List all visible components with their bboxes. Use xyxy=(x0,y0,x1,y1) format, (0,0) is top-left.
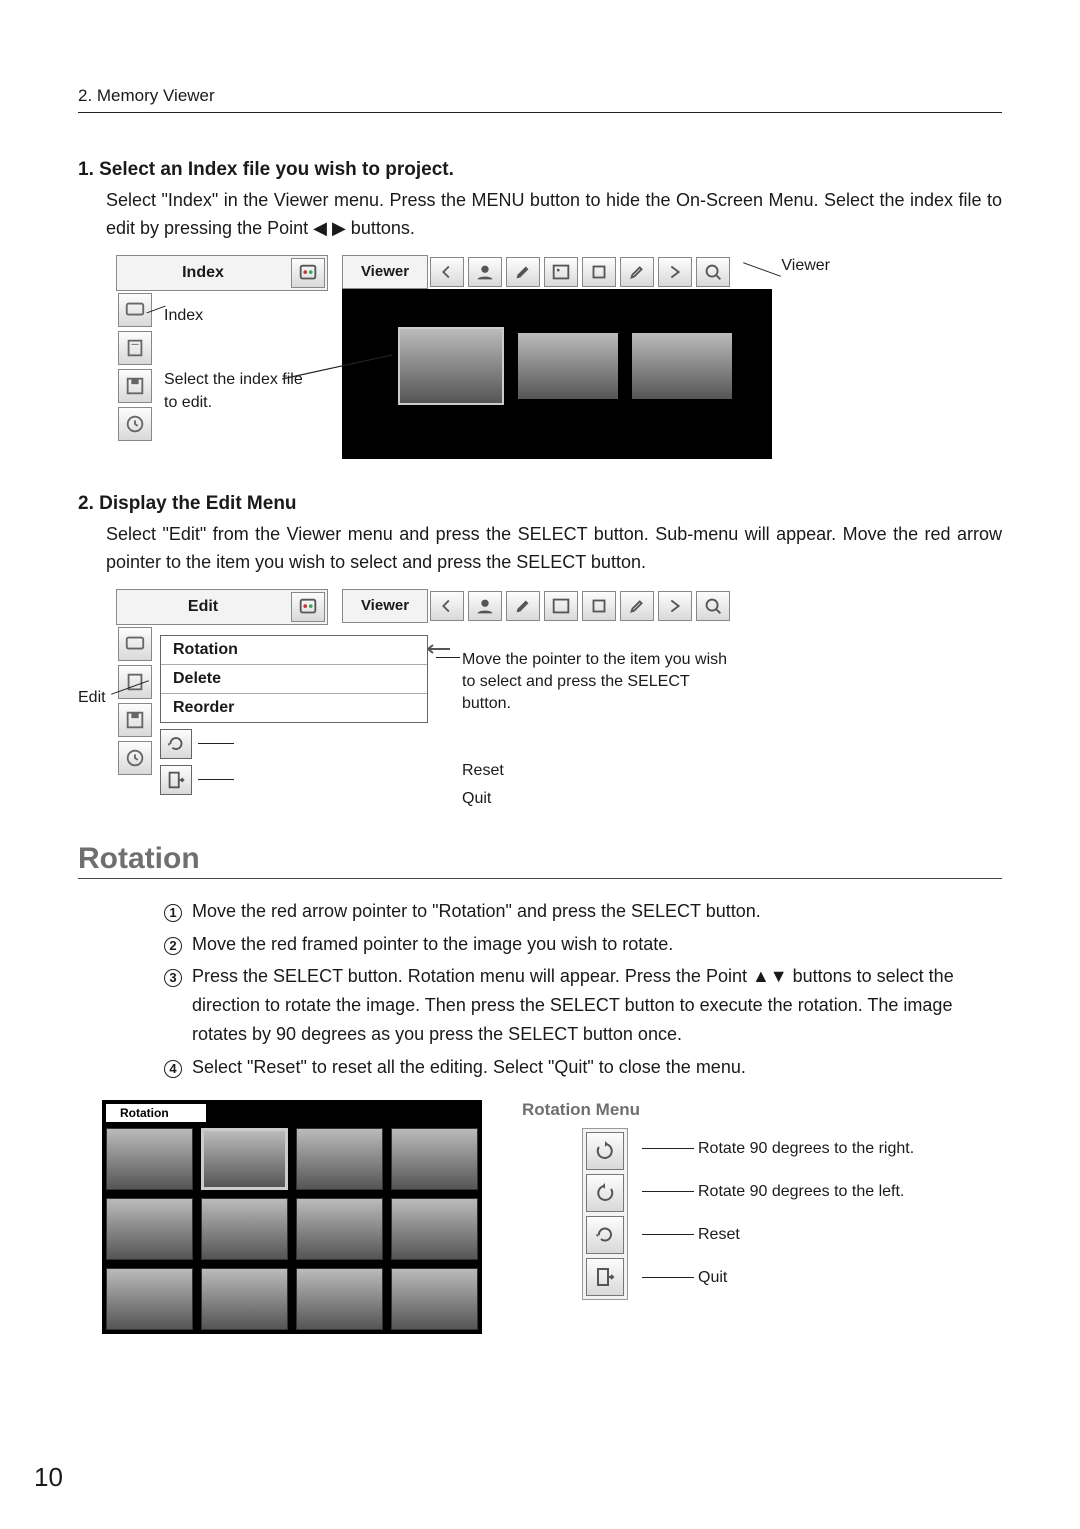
rotate-left-icon xyxy=(586,1174,624,1212)
reset-icon xyxy=(586,1216,624,1254)
zoom-icon xyxy=(696,591,730,621)
reset-icon xyxy=(160,729,192,759)
memory-card-icon-2 xyxy=(291,592,325,622)
clock-icon xyxy=(118,407,152,441)
move-pointer-callout: Move the pointer to the item you wish to… xyxy=(462,649,734,716)
zoom-icon xyxy=(696,257,730,287)
save-icon xyxy=(118,369,152,403)
monitor-icon xyxy=(118,627,152,661)
rotation-menu: Rotate 90 degrees to the right. Rotate 9… xyxy=(582,1128,1002,1300)
reset-row xyxy=(160,729,428,759)
frame-icon xyxy=(582,257,616,287)
back-icon xyxy=(430,257,464,287)
step2-body: Select "Edit" from the Viewer menu and p… xyxy=(78,521,1002,577)
reset-menu-label: Reset xyxy=(684,1224,914,1246)
image-icon xyxy=(544,591,578,621)
reset-label: Reset xyxy=(462,762,734,780)
image-icon xyxy=(544,257,578,287)
quit-icon xyxy=(160,765,192,795)
thumb xyxy=(106,1198,193,1260)
step2-figure: Edit Edit Viewer xyxy=(78,589,1002,808)
thumb-selected xyxy=(201,1128,288,1190)
memory-card-icon xyxy=(291,258,325,288)
edit-panel: Edit xyxy=(116,589,328,625)
rotation-step-3: Press the SELECT button. Rotation menu w… xyxy=(192,962,1002,1048)
pen-icon xyxy=(620,591,654,621)
index-side-icons xyxy=(116,291,154,443)
viewer-callout: Viewer xyxy=(781,257,830,275)
step1-figure: Index Index Select the xyxy=(116,255,1002,459)
edit-side-icons xyxy=(116,625,154,808)
thumb xyxy=(201,1268,288,1330)
rotation-menu-title: Rotation Menu xyxy=(522,1100,1002,1120)
brush-icon xyxy=(506,257,540,287)
edit-item-rotation: Rotation xyxy=(161,636,427,665)
viewer-strip-1 xyxy=(342,289,772,459)
document-page: 2. Memory Viewer 1. Select an Index file… xyxy=(0,0,1080,1529)
edit-panel-body: Rotation Delete Reorder xyxy=(154,625,434,808)
rotation-step-2: Move the red framed pointer to the image… xyxy=(192,930,673,959)
card-icon xyxy=(118,331,152,365)
edit-panel-title: Edit xyxy=(117,598,289,616)
viewer-label-1: Viewer xyxy=(342,255,428,289)
rotate-left-label: Rotate 90 degrees to the left. xyxy=(684,1181,914,1203)
user-icon xyxy=(468,257,502,287)
quit-menu-label: Quit xyxy=(684,1267,914,1289)
quit-row xyxy=(160,765,428,795)
pen-icon xyxy=(620,257,654,287)
rotation-step-1: Move the red arrow pointer to "Rotation"… xyxy=(192,897,761,926)
frame-icon xyxy=(582,591,616,621)
edit-callouts: Move the pointer to the item you wish to… xyxy=(434,625,734,808)
arrow-icon xyxy=(658,257,692,287)
clock-icon xyxy=(118,741,152,775)
rotation-grid: Rotation xyxy=(102,1100,482,1334)
thumb xyxy=(201,1198,288,1260)
quit-label: Quit xyxy=(462,790,734,808)
save-icon xyxy=(118,703,152,737)
index-callout: Index xyxy=(164,305,318,327)
quit-icon xyxy=(586,1258,624,1296)
rotate-right-label: Rotate 90 degrees to the right. xyxy=(684,1138,914,1160)
step1-title: 1. Select an Index file you wish to proj… xyxy=(78,159,1002,181)
rotate-right-icon xyxy=(586,1132,624,1170)
monitor-icon xyxy=(118,293,152,327)
page-number: 10 xyxy=(34,1462,63,1493)
back-icon xyxy=(430,591,464,621)
rotation-grid-header: Rotation xyxy=(106,1104,206,1122)
chapter-heading: 2. Memory Viewer xyxy=(78,86,1002,113)
thumb xyxy=(296,1268,383,1330)
viewer-toolbar-1 xyxy=(428,255,732,289)
index-panel-title: Index xyxy=(117,264,289,282)
brush-icon xyxy=(506,591,540,621)
index-panel: Index xyxy=(116,255,328,291)
rotation-steps: 1Move the red arrow pointer to "Rotation… xyxy=(78,897,1002,1082)
viewer-toolbar-2 xyxy=(428,589,732,625)
step2-title: 2. Display the Edit Menu xyxy=(78,493,1002,515)
thumb xyxy=(391,1268,478,1330)
viewer-label-2: Viewer xyxy=(342,589,428,623)
thumb xyxy=(391,1128,478,1190)
user-icon xyxy=(468,591,502,621)
edit-side-label: Edit xyxy=(78,689,106,707)
rotation-heading: Rotation xyxy=(78,842,1002,879)
rotation-figures: Rotation Rotation Menu xyxy=(102,1100,1002,1334)
thumb xyxy=(106,1268,193,1330)
thumb xyxy=(106,1128,193,1190)
thumb xyxy=(296,1198,383,1260)
edit-item-reorder: Reorder xyxy=(161,694,427,722)
rotation-step-4: Select "Reset" to reset all the editing.… xyxy=(192,1053,746,1082)
thumb xyxy=(391,1198,478,1260)
arrow-icon xyxy=(658,591,692,621)
step1-body: Select "Index" in the Viewer menu. Press… xyxy=(78,187,1002,243)
edit-item-delete: Delete xyxy=(161,665,427,694)
thumb xyxy=(296,1128,383,1190)
edit-submenu: Rotation Delete Reorder xyxy=(160,635,428,723)
